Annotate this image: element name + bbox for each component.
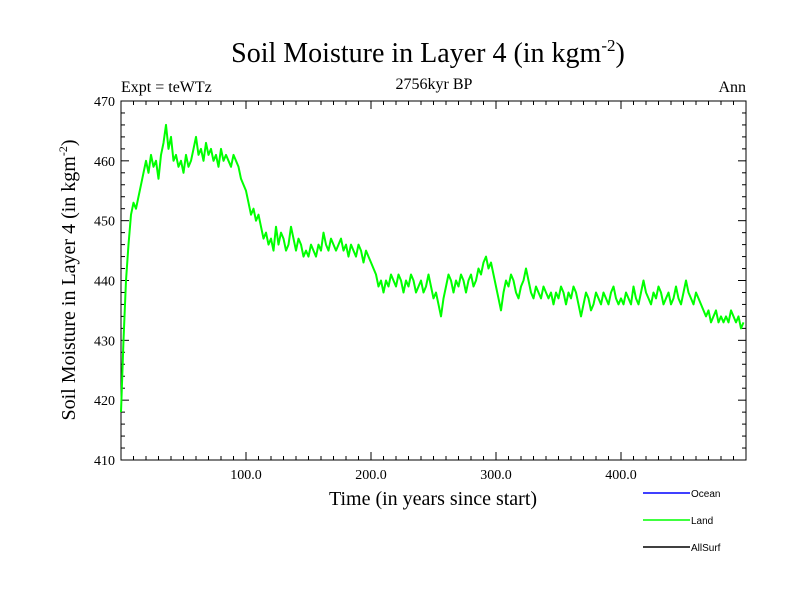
y-tick-label: 440: [94, 275, 115, 290]
period-label: Ann: [718, 79, 746, 96]
plot-frame: [120, 100, 747, 461]
legend-label-allsurf: AllSurf: [691, 543, 721, 554]
x-axis: 100.0 200.0 300.0 400.0: [133, 101, 734, 483]
series-layer: [120, 123, 745, 413]
x-tick-label: 200.0: [355, 468, 387, 483]
y-tick-label: 420: [94, 394, 115, 409]
legend-label-land: Land: [691, 516, 713, 527]
x-tick-label: 400.0: [605, 468, 637, 483]
y-axis: 410 420 430 440 450 460 470: [94, 95, 746, 469]
y-axis-title-suffix: ): [58, 139, 80, 146]
y-axis-title: Soil Moisture in Layer 4 (in kgm-2): [56, 139, 80, 420]
y-tick-label: 450: [94, 215, 115, 230]
legend: Ocean Land AllSurf: [643, 489, 721, 554]
chart-title-suffix: ): [616, 38, 625, 69]
x-tick-label: 100.0: [230, 468, 262, 483]
chart-title-main: Soil Moisture in Layer 4 (in kgm: [231, 38, 601, 69]
y-tick-label: 470: [94, 95, 115, 110]
y-axis-title-main: Soil Moisture in Layer 4 (in kgm: [58, 156, 80, 421]
legend-label-ocean: Ocean: [691, 489, 720, 500]
y-axis-title-superscript: -2: [56, 146, 70, 156]
chart-title: Soil Moisture in Layer 4 (in kgm-2): [231, 36, 625, 69]
x-tick-label: 300.0: [480, 468, 512, 483]
chart-subtitle: 2756kyr BP: [396, 76, 473, 93]
x-axis-title: Time (in years since start): [329, 488, 537, 510]
y-tick-label: 460: [94, 155, 115, 170]
y-tick-label: 410: [94, 454, 115, 469]
series-line-land: [120, 123, 745, 413]
chart-title-superscript: -2: [601, 36, 615, 55]
y-tick-label: 430: [94, 334, 115, 349]
experiment-label: Expt = teWTz: [121, 79, 212, 96]
